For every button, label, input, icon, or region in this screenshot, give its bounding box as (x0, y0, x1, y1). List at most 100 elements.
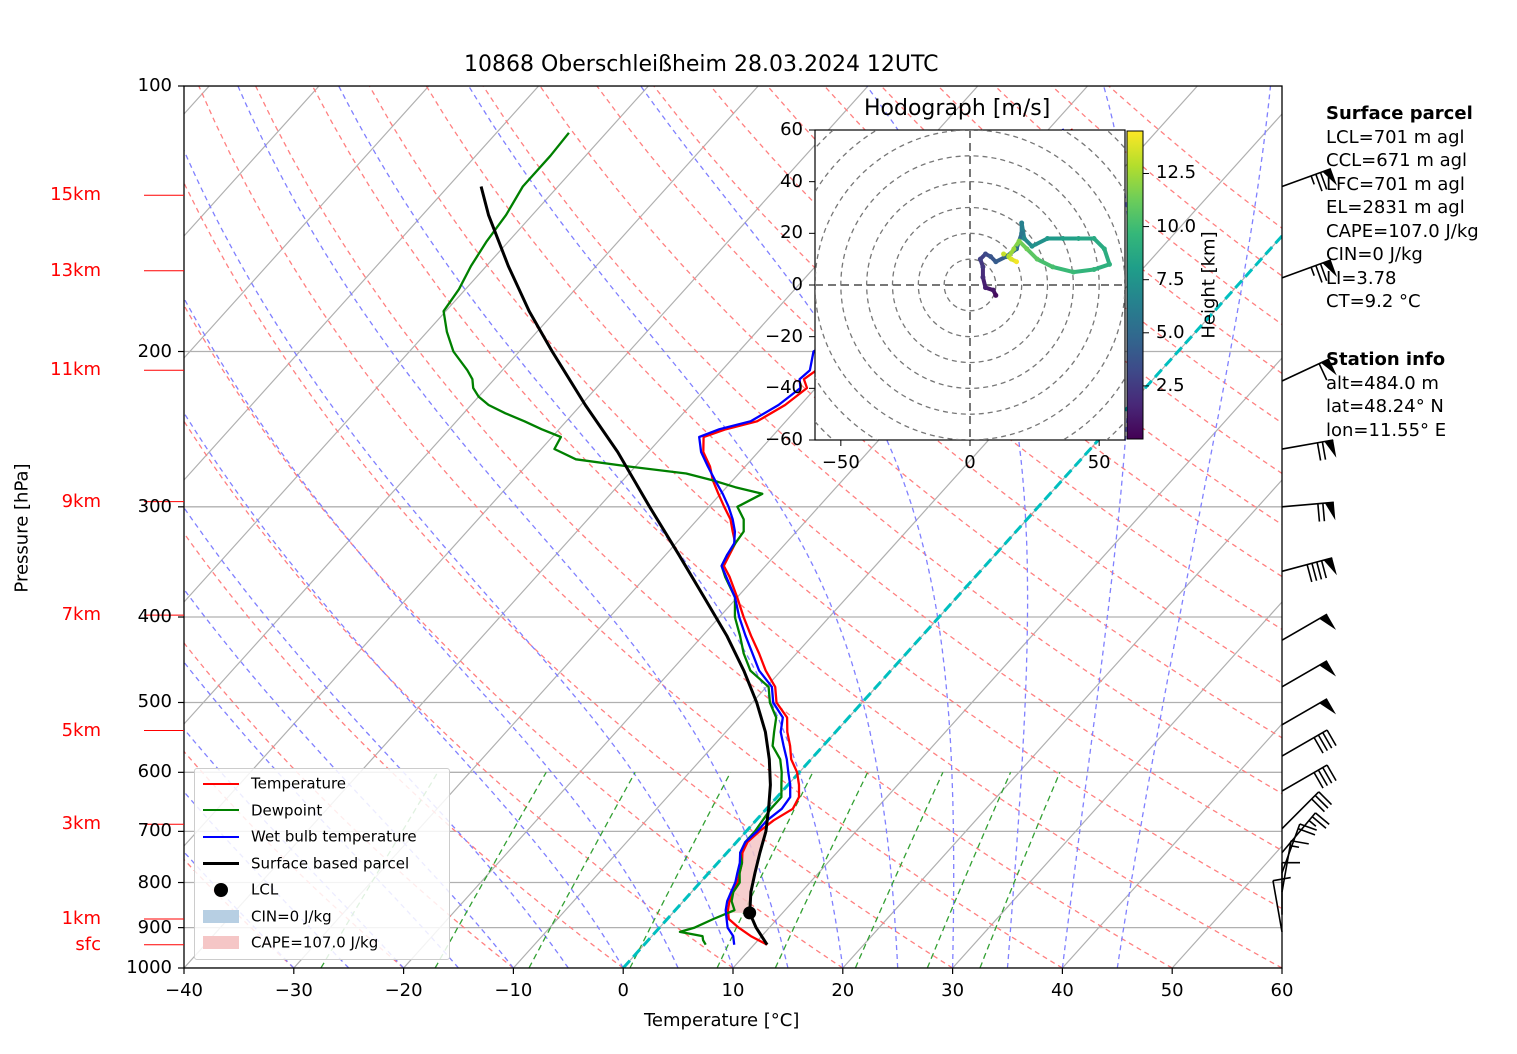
legend-item: LCL (203, 880, 278, 899)
wind-barb-flag (1317, 503, 1321, 522)
hodograph-ring (866, 181, 1074, 389)
wind-barb-flag (1314, 794, 1329, 809)
colorbar-tick-label: 10.0 (1156, 215, 1197, 237)
mixing-ratio-line (979, 772, 1061, 968)
wind-barb-pennant (1322, 260, 1338, 277)
hodograph-point (1016, 238, 1022, 244)
hodograph-point (983, 285, 988, 291)
wind-barb-flag (1313, 772, 1324, 789)
moist-adiabat-line (1116, 86, 1272, 968)
mixing-ratio-line (716, 772, 814, 968)
wind-barb-pennant (1322, 168, 1338, 186)
cape-shading (728, 798, 799, 913)
wind-barb-half-flag (1290, 844, 1300, 849)
hodograph-point (1070, 269, 1076, 275)
mixing-ratio-line (528, 771, 636, 968)
wind-barb-flag (1321, 441, 1327, 460)
dry-adiabat-line (311, 86, 1282, 968)
wind-barb-flag (1322, 732, 1333, 749)
hodograph-y-tick-label: 40 (780, 170, 803, 192)
hodograph-ring (917, 232, 1023, 338)
wind-barb-staff (1281, 764, 1328, 792)
legend-dot (214, 882, 228, 897)
hodograph-point (1008, 256, 1014, 262)
y-tick-label: 300 (137, 495, 172, 517)
legend-swatch (203, 835, 239, 838)
wind-barb-flag (1317, 769, 1329, 787)
wind-barb-staff (1281, 840, 1292, 893)
wind-barb (1281, 812, 1330, 854)
wind-barb-staff (1281, 259, 1332, 279)
hodograph-title: Hodograph [m/s] (864, 96, 1051, 121)
isotherm-line (842, 479, 1282, 968)
hodograph-point (1021, 236, 1027, 241)
hodograph-point (993, 259, 999, 265)
surface-parcel-heading: Surface parcel (1326, 103, 1473, 124)
wind-barb-flag (1311, 816, 1327, 829)
hodograph-y-tick-label: 20 (780, 222, 803, 244)
moist-adiabat-line (184, 506, 569, 968)
surface-parcel-line: LCL=701 m agl (1326, 126, 1465, 148)
wind-barb (1281, 823, 1317, 874)
dry-adiabat-line (184, 642, 514, 968)
legend-label: Temperature (251, 774, 347, 793)
dry-adiabat-line (184, 532, 624, 968)
dry-adiabat-line (198, 86, 1063, 968)
height-tick-label: 9km (61, 490, 101, 512)
hodograph-point (1034, 256, 1040, 262)
legend-swatch (203, 882, 239, 897)
hodograph-point (1091, 236, 1097, 241)
surface-parcel-panel: Surface parcel LCL=701 m agl CCL=671 m a… (1326, 102, 1479, 314)
hodograph-point (1076, 236, 1081, 241)
wind-barb-staff (1281, 167, 1332, 188)
wind-barb-flag (1316, 442, 1322, 461)
surface-parcel-line: EL=2831 m agl (1326, 197, 1465, 218)
colorbar (1126, 130, 1144, 440)
legend-item: Surface based parcel (203, 854, 409, 872)
y-tick-label: 700 (137, 820, 172, 842)
height-tick-label: 5km (61, 719, 101, 741)
colorbar-tick-label: 5.0 (1156, 321, 1185, 343)
wind-barb-half-flag (1310, 266, 1315, 276)
station-info-line: lat=48.24° N (1326, 396, 1444, 417)
wind-barb-flag (1315, 173, 1323, 192)
hodograph-segment (1019, 221, 1027, 241)
legend-label: Wet bulb temperature (251, 827, 417, 846)
wind-barb-staff (1281, 698, 1328, 726)
legend: Temperature Dewpoint Wet bulb temperature S… (194, 768, 450, 960)
wind-barb-flag (1314, 812, 1330, 826)
hodograph-point (1029, 243, 1035, 249)
hodograph-point (1011, 246, 1017, 252)
legend-label: CAPE=107.0 J/kg (251, 933, 379, 952)
wind-barb (1281, 861, 1300, 915)
y-tick-label: 1000 (126, 957, 172, 978)
hodograph-point (980, 264, 986, 270)
lcl-marker (743, 906, 757, 920)
surface-parcel-line: LFC=701 m agl (1326, 173, 1465, 195)
station-info-line: lon=11.55° E (1326, 419, 1447, 441)
mixing-ratio-line (774, 772, 869, 968)
hodograph-segment (1071, 267, 1096, 275)
x-tick-label: 40 (1050, 980, 1074, 1001)
colorbar-label: Height [km] (1198, 231, 1220, 339)
x-tick-label: 30 (941, 980, 965, 1001)
wind-barb-staff (1281, 501, 1334, 508)
wind-barb (1272, 876, 1291, 933)
hodograph-point (977, 256, 983, 262)
height-tick-label: 15km (50, 184, 101, 206)
hodograph-point (1019, 230, 1025, 236)
wind-barb-flag (1315, 265, 1323, 283)
y-tick-label: 800 (137, 871, 172, 893)
y-tick-label: 200 (137, 340, 172, 362)
hodograph-ring (891, 206, 1049, 364)
hodograph-point (1101, 246, 1107, 252)
isotherm-line (1061, 723, 1282, 968)
dry-adiabat-line (184, 181, 953, 968)
legend-item: Dewpoint (203, 801, 322, 819)
y-tick-label: 900 (137, 916, 172, 938)
isotherm-line (512, 113, 1282, 968)
station-info-panel: Station info alt=484.0 m lat=48.24° N lo… (1326, 348, 1446, 442)
wind-barb-flag (1299, 823, 1317, 831)
legend-swatch (203, 861, 239, 865)
hodograph-x-tick-label: 50 (1087, 452, 1111, 473)
